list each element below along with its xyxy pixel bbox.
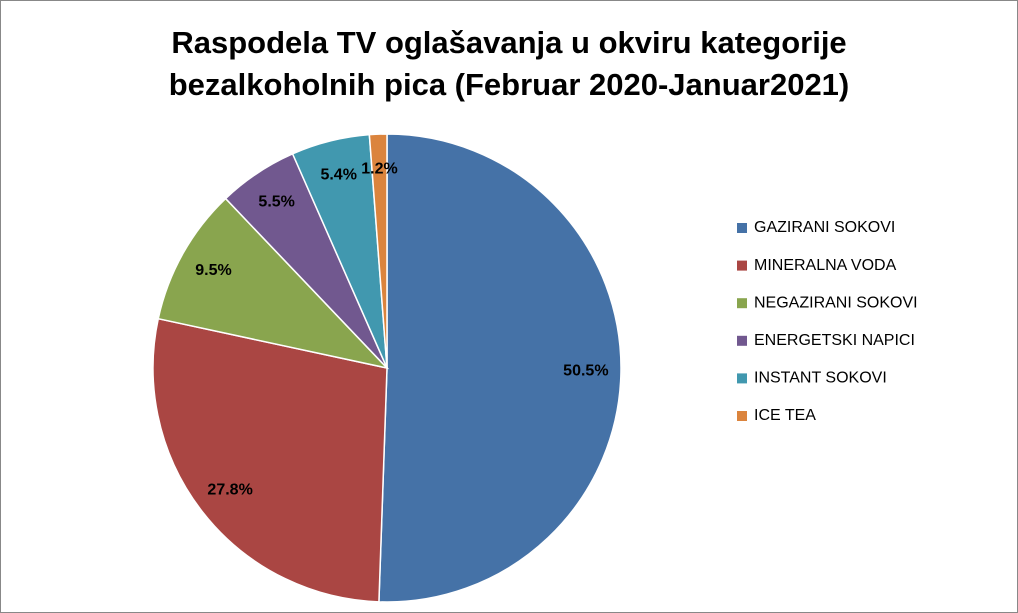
pie-slice [378,133,622,603]
legend-label: ICE TEA [754,407,816,424]
legend-label: ENERGETSKI NAPICI [754,332,915,349]
legend-label: NEGAZIRANI SOKOVI [754,294,918,311]
legend-swatch [737,260,747,271]
pie-slice [152,317,388,603]
legend-swatch [737,335,747,346]
pie-slice [368,133,388,369]
value-label: 27.8% [207,481,252,498]
chart-title: Raspodela TV oglašavanja u okviru katego… [171,25,846,60]
legend-label: INSTANT SOKOVI [754,370,887,387]
value-label: 50.5% [563,363,608,380]
legend-swatch [737,373,747,384]
legend-swatch [737,298,747,309]
pie-slice [157,197,390,370]
legend-swatch [737,411,747,421]
value-label: 1.2% [361,160,397,177]
chart-title: bezalkoholnih pica (Februar 2020-Januar2… [169,67,850,102]
value-label: 5.4% [320,166,356,183]
value-label: 9.5% [195,262,231,279]
value-label: 5.5% [258,194,294,211]
legend-label: GAZIRANI SOKOVI [754,219,895,236]
legend-label: MINERALNA VODA [754,257,897,274]
legend-swatch [737,223,747,233]
